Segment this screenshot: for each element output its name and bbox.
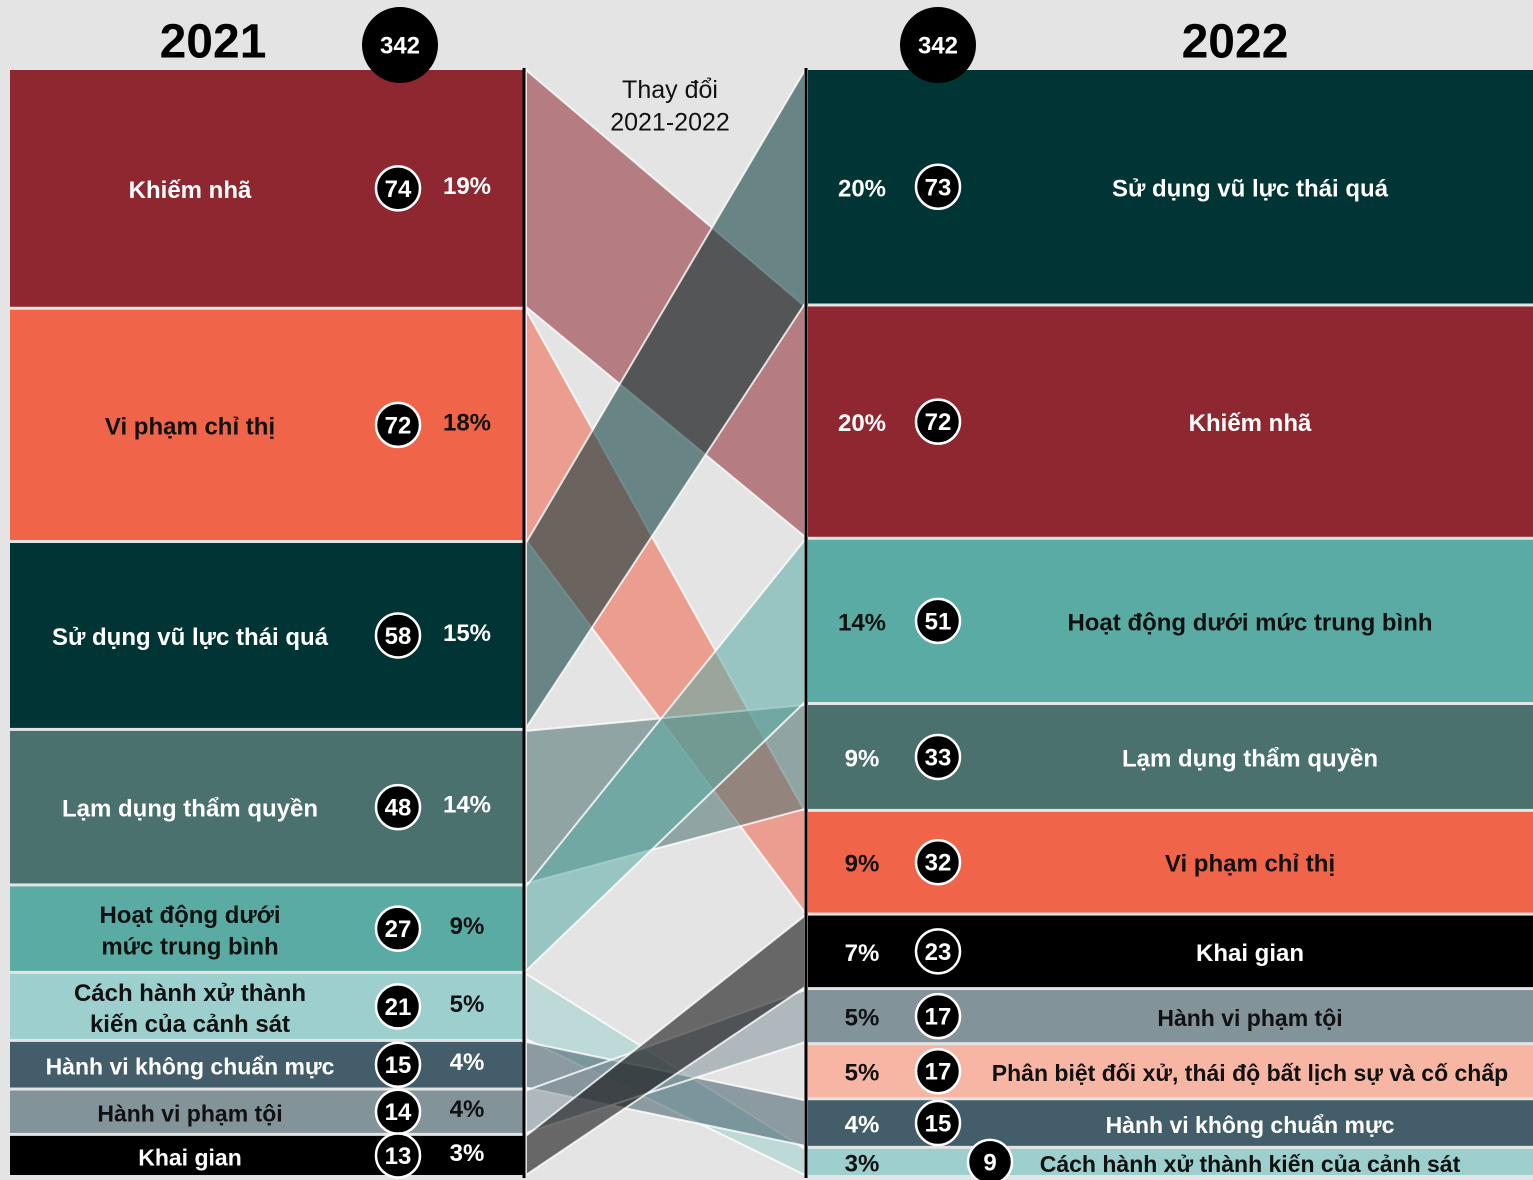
- bar: [10, 1090, 524, 1133]
- category-label: Hoạt động dưới mức trung bình: [99, 902, 280, 960]
- count-badge: [374, 1041, 422, 1088]
- count-label: 32: [925, 850, 952, 877]
- category-label: Hành vi phạm tội: [97, 1101, 282, 1127]
- category-label: Vi phạm chỉ thị: [105, 413, 275, 440]
- bar: [10, 886, 524, 971]
- count-label: 13: [385, 1143, 412, 1170]
- count-label: 74: [385, 176, 412, 203]
- category-label: Hành vi không chuẩn mực: [1106, 1112, 1395, 1138]
- bar: [10, 70, 524, 307]
- count-badge: [914, 163, 962, 211]
- category-label: Sử dụng vũ lực thái quá: [1112, 175, 1389, 202]
- count-label: 15: [925, 1111, 952, 1138]
- category-label: Khai gian: [1196, 940, 1304, 967]
- percent-label: 19%: [443, 173, 491, 200]
- count-label: 72: [385, 412, 412, 439]
- category-label: Phân biệt đối xử, thái độ bất lịch sự và…: [992, 1060, 1508, 1086]
- total-badge: [362, 7, 438, 83]
- percent-label: 5%: [450, 991, 485, 1018]
- count-label: 72: [925, 409, 952, 436]
- percent-label: 14%: [838, 609, 886, 636]
- category-label: Cách hành xử thành kiến của cảnh sát: [74, 979, 306, 1037]
- count-badge: [374, 905, 422, 952]
- count-badge: [914, 1099, 962, 1147]
- count-badge: [374, 983, 422, 1030]
- count-badge: [374, 1132, 422, 1179]
- count-badge: [374, 783, 422, 831]
- percent-label: 5%: [845, 1005, 880, 1032]
- percent-label: 4%: [845, 1112, 880, 1139]
- count-label: 17: [925, 1059, 952, 1086]
- bar: [10, 309, 524, 541]
- count-badge: [374, 165, 422, 212]
- percent-label: 20%: [838, 175, 886, 202]
- bar: [10, 1041, 524, 1088]
- category-label: Khiếm nhã: [129, 177, 252, 204]
- percent-label: 3%: [845, 1150, 880, 1177]
- count-badge: [914, 597, 962, 645]
- percent-label: 18%: [443, 409, 491, 436]
- flows: [525, 66, 806, 1177]
- count-label: 73: [925, 174, 952, 201]
- count-label: 51: [925, 608, 952, 635]
- count-label: 33: [925, 744, 952, 771]
- percent-label: 9%: [845, 745, 880, 772]
- count-badge: [914, 928, 962, 975]
- category-label: Khai gian: [138, 1144, 242, 1170]
- count-badge: [914, 733, 962, 781]
- count-label: 15: [385, 1052, 412, 1079]
- bar: [10, 730, 524, 884]
- category-label: Khiếm nhã: [1189, 410, 1312, 437]
- bar: [10, 973, 524, 1039]
- percent-label: 7%: [845, 940, 880, 967]
- percent-label: 4%: [450, 1096, 485, 1123]
- percent-label: 4%: [450, 1049, 485, 1076]
- percent-label: 9%: [450, 913, 485, 940]
- count-label: 27: [385, 916, 412, 943]
- category-label: Lạm dụng thẩm quyền: [1122, 745, 1378, 772]
- count-badge: [914, 992, 962, 1040]
- count-badge: [374, 401, 422, 449]
- percent-label: 9%: [845, 851, 880, 878]
- year-label: 2021: [160, 16, 267, 69]
- count-badge: [914, 838, 962, 886]
- category-label: Hành vi phạm tội: [1157, 1005, 1342, 1031]
- count-label: 48: [385, 795, 412, 822]
- category-label: Lạm dụng thẩm quyền: [62, 796, 318, 823]
- total-label: 342: [380, 33, 420, 60]
- count-badge: [914, 1047, 962, 1095]
- year-label: 2022: [1182, 16, 1289, 69]
- count-badge: [374, 612, 422, 659]
- count-label: 21: [385, 994, 412, 1021]
- total-badge: [900, 7, 976, 83]
- count-label: 17: [925, 1004, 952, 1031]
- bar: [10, 1135, 524, 1175]
- change-label: Thay đổi 2021-2022: [610, 76, 730, 137]
- count-label: 9: [983, 1149, 996, 1176]
- count-badge: [966, 1138, 1014, 1180]
- category-label: Sử dụng vũ lực thái quá: [52, 624, 329, 651]
- percent-label: 5%: [845, 1060, 880, 1087]
- labels: 2021 342 Khiếm nhã 74 19% Vi phạm chỉ thị 72 18…: [46, 7, 1508, 1180]
- count-label: 14: [385, 1099, 412, 1126]
- count-badge: [914, 398, 962, 445]
- percent-label: 3%: [450, 1140, 485, 1167]
- bar: [10, 543, 524, 728]
- count-label: 58: [385, 623, 412, 650]
- percent-label: 15%: [443, 620, 491, 647]
- bar: [808, 1148, 1533, 1175]
- category-label: Vi phạm chỉ thị: [1165, 851, 1335, 878]
- total-label: 342: [918, 33, 958, 60]
- category-label: Hoạt động dưới mức trung bình: [1067, 609, 1432, 636]
- count-label: 23: [925, 939, 952, 966]
- percent-label: 20%: [838, 410, 886, 437]
- category-label: Cách hành xử thành kiến của cảnh sát: [1040, 1151, 1461, 1177]
- percent-label: 14%: [443, 792, 491, 819]
- category-label: Hành vi không chuẩn mực: [46, 1054, 335, 1080]
